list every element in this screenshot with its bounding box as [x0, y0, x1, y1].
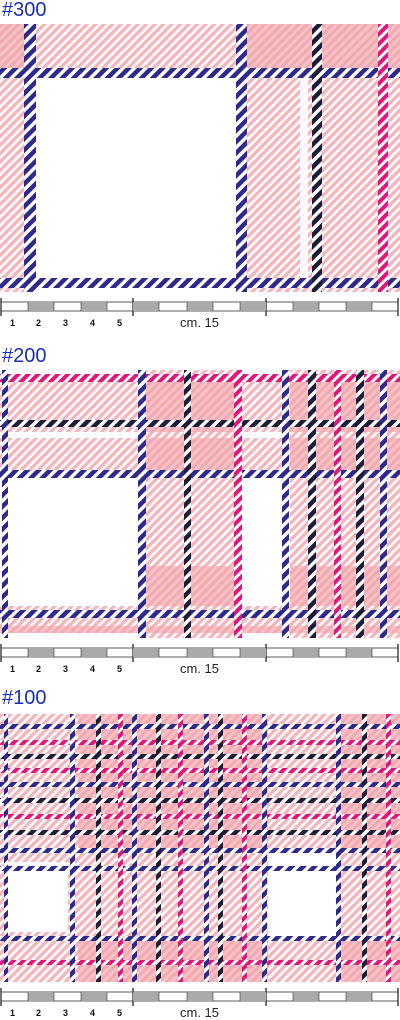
plaid-swatch — [0, 370, 400, 638]
ruler-number: 3 — [63, 318, 69, 328]
ruler-number: 1 — [10, 318, 16, 328]
ruler-number: 1 — [10, 1008, 16, 1018]
sample-100: #100 — [0, 688, 400, 1020]
scale-ruler: 1 2 3 4 5 cm. 15 — [0, 296, 400, 330]
sample-title: #100 — [2, 687, 47, 709]
sample-300: #300 — [0, 0, 400, 340]
scale-label: cm. 15 — [180, 315, 220, 330]
scale-ruler: 1 2 3 4 5 cm. 15 — [0, 986, 400, 1020]
ruler-number: 4 — [90, 318, 96, 328]
scale-ruler: 1 2 3 4 5 cm. 15 — [0, 642, 400, 676]
ruler-number: 5 — [117, 1008, 123, 1018]
plaid-swatch — [0, 714, 400, 982]
ruler-number: 5 — [117, 318, 123, 328]
sample-title: #300 — [2, 0, 47, 21]
ruler-number: 2 — [36, 664, 42, 674]
ruler-number: 5 — [117, 664, 123, 674]
sample-title: #200 — [2, 345, 47, 367]
ruler-number: 4 — [90, 664, 96, 674]
ruler-number: 2 — [36, 318, 42, 328]
ruler-number: 2 — [36, 1008, 42, 1018]
plaid-swatch — [0, 24, 400, 292]
ruler-number: 1 — [10, 664, 16, 674]
ruler-number: 3 — [63, 1008, 69, 1018]
ruler-number: 3 — [63, 664, 69, 674]
scale-label: cm. 15 — [180, 1005, 220, 1020]
scale-label: cm. 15 — [180, 661, 220, 676]
ruler-number: 4 — [90, 1008, 96, 1018]
sample-200: #200 — [0, 346, 400, 686]
